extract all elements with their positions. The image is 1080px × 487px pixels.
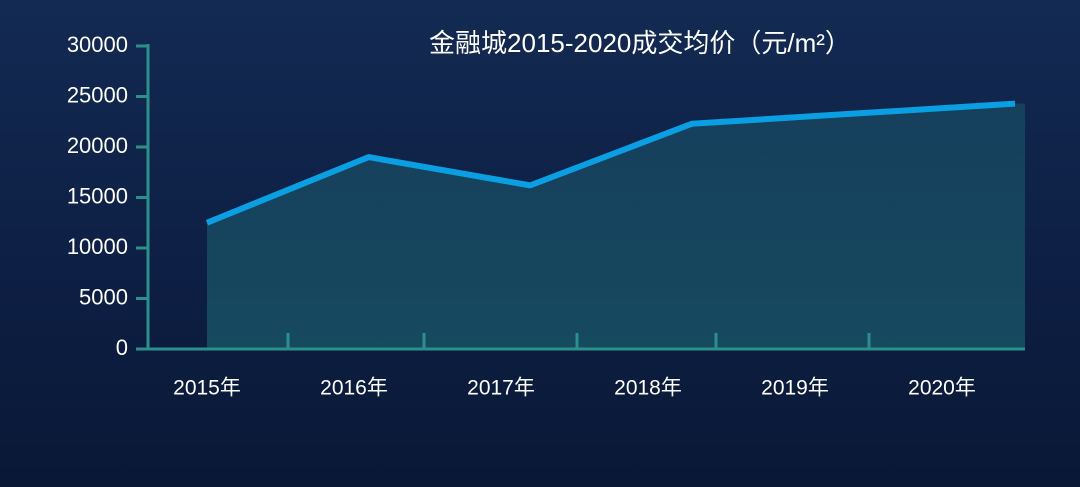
x-tick-label: 2019年 xyxy=(761,377,829,400)
y-tick-label: 10000 xyxy=(67,234,128,259)
data-line xyxy=(205,100,1016,226)
y-tick-label: 25000 xyxy=(67,82,128,107)
x-tick-label: 2018年 xyxy=(614,377,682,400)
x-tick-label: 2016年 xyxy=(320,377,388,400)
x-tick-label: 2020年 xyxy=(908,377,976,400)
y-tick-label: 5000 xyxy=(79,284,128,309)
area-fill xyxy=(207,103,1025,349)
y-tick-label: 0 xyxy=(116,335,128,360)
x-tick-label: 2015年 xyxy=(173,377,241,400)
x-tick-label: 2017年 xyxy=(467,377,535,400)
chart-title: 金融城2015-2020成交均价（元/m²） xyxy=(429,28,851,58)
y-tick-label: 15000 xyxy=(67,183,128,208)
y-tick-label: 20000 xyxy=(67,133,128,158)
y-tick-label: 30000 xyxy=(67,32,128,57)
